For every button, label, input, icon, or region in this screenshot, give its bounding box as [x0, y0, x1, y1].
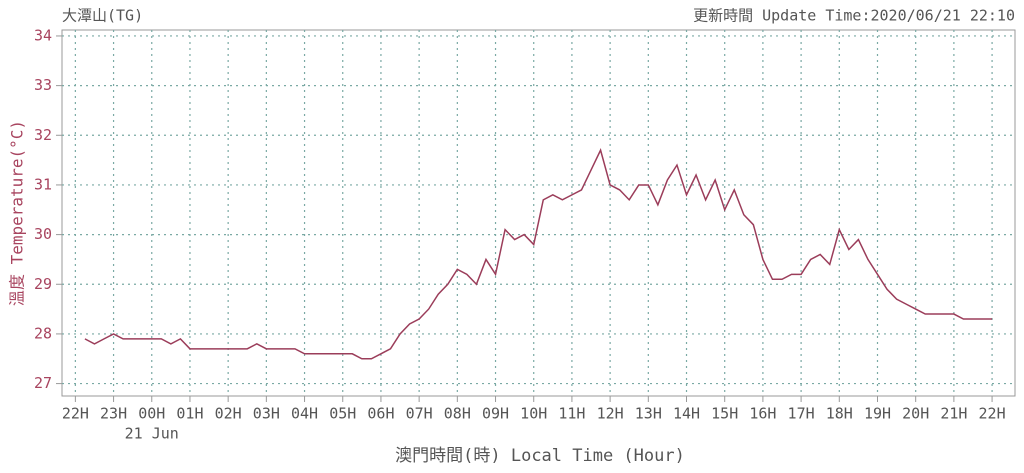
x-axis-label: 澳門時間(時) Local Time (Hour): [395, 446, 685, 466]
x-tick-label: 03H: [253, 405, 280, 423]
x-tick-label: 13H: [635, 405, 662, 423]
y-tick-label: 27: [34, 374, 52, 392]
x-tick-label: 15H: [711, 405, 738, 423]
x-tick-label: 11H: [558, 405, 585, 423]
y-tick-label: 28: [34, 324, 52, 342]
y-tick-label: 30: [34, 225, 52, 243]
x-tick-label: 07H: [406, 405, 433, 423]
x-tick-label: 23H: [100, 405, 127, 423]
y-tick-label: 32: [34, 126, 52, 144]
x-tick-label: 02H: [215, 405, 242, 423]
y-tick-label: 33: [34, 76, 52, 94]
x-tick-label: 08H: [444, 405, 471, 423]
x-tick-label: 20H: [902, 405, 929, 423]
x-tick-label: 22H: [62, 405, 89, 423]
y-tick-label: 29: [34, 275, 52, 293]
x-tick-label: 18H: [826, 405, 853, 423]
x-tick-label: 04H: [291, 405, 318, 423]
x-tick-label: 14H: [673, 405, 700, 423]
date-label: 21 Jun: [125, 425, 179, 443]
x-tick-label: 21H: [940, 405, 967, 423]
temperature-line: [84, 148, 993, 360]
x-tick-label: 09H: [482, 405, 509, 423]
x-tick-label: 01H: [176, 405, 203, 423]
x-tick-label: 00H: [138, 405, 165, 423]
x-tick-label: 10H: [520, 405, 547, 423]
update-time: 更新時間 Update Time:2020/06/21 22:10: [693, 7, 1015, 25]
y-tick-label: 34: [34, 26, 52, 44]
x-tick-label: 16H: [749, 405, 776, 423]
plot-frame: [61, 29, 1016, 397]
x-tick-label: 05H: [329, 405, 356, 423]
x-tick-label: 22H: [979, 405, 1006, 423]
x-tick-label: 19H: [864, 405, 891, 423]
y-tick-label: 31: [34, 175, 52, 193]
x-tick-label: 17H: [788, 405, 815, 423]
x-tick-label: 06H: [367, 405, 394, 423]
x-tick-label: 12H: [597, 405, 624, 423]
y-axis-label: 溫度 Temperature(°C): [8, 120, 27, 306]
chart-title: 大潭山(TG): [62, 7, 143, 25]
